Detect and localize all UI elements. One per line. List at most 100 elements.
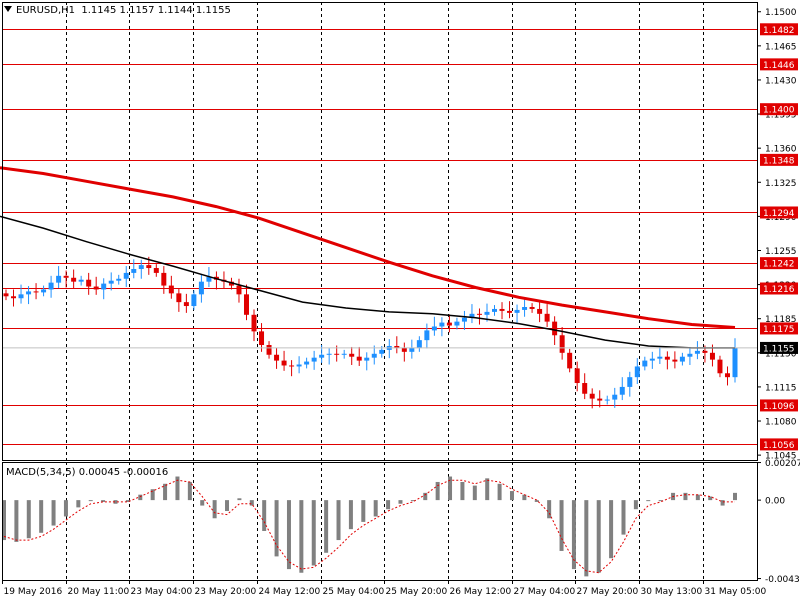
candle-body [717,359,723,374]
price-tick-label: 1.1325 [765,179,797,189]
price-tick-label: 1.1045 [765,452,797,462]
grid-lines [66,2,704,580]
macd-tick-label: 0.00 [765,497,785,507]
price-tick-label: 1.1115 [765,383,797,393]
level-label-box [760,322,798,335]
macd-bar [386,500,391,510]
macd-signal-line [3,479,735,574]
candle-body [401,347,407,352]
price-tick-label: 1.1080 [765,418,797,428]
macd-bar [262,500,267,531]
candle-body [649,358,655,361]
candle-body [492,308,498,312]
macd-bar [633,500,638,510]
candle-body [131,269,137,273]
candle-body [304,361,310,365]
macd-bar [286,500,291,570]
time-tick-label: 27 May 20:00 [577,587,639,597]
time-tick-label: 23 May 20:00 [195,587,257,597]
candle-body [702,350,708,353]
price-tick-label: 1.1500 [765,8,797,18]
candle-body [409,347,415,352]
candle-body [56,275,62,283]
price-tick-label: 1.1150 [765,349,797,359]
level-label: 1.1096 [763,402,795,412]
candle-body [657,356,663,359]
macd-bar [125,500,130,502]
price-tick-label: 1.1185 [765,315,797,325]
level-label: 1.1348 [763,156,795,166]
candle-body [274,354,280,361]
macd-bar [237,498,242,501]
candle-body [228,281,234,286]
ma-fast-line [0,215,735,349]
level-label-box [760,282,798,295]
candle-body [334,353,340,355]
macd-pane-border [2,462,758,581]
candle-body [604,399,610,401]
level-label: 1.1175 [763,325,795,335]
candle-body [33,291,39,293]
macd-bar [225,500,230,512]
candle-body [476,313,482,315]
candle-body [251,314,257,332]
macd-bar [423,492,428,501]
macd-bar [187,481,192,501]
macd-bar [26,500,31,539]
macd-bar [522,494,527,501]
macd-bar [596,500,601,573]
candle-body [116,278,122,281]
symbol-name: EURUSD,H1 [16,5,76,16]
level-label: 1.1482 [763,26,795,36]
macd-bar [621,500,626,535]
candle-body [537,308,543,314]
macd-bar [14,500,19,542]
candle-body [694,350,700,354]
level-label: 1.1294 [763,209,795,219]
macd-bar [733,492,737,501]
time-tick-label: 19 May 2016 [4,587,63,597]
dropdown-arrow-icon[interactable] [4,6,12,12]
candle-body [86,279,92,287]
macd-bar [299,500,304,573]
macd-bar [534,500,539,502]
candle-body [123,272,129,279]
time-tick-label: 30 May 13:00 [641,587,703,597]
candle-body [724,373,730,378]
candle-body [371,353,377,358]
macd-bar [472,485,477,501]
macd-bar [51,500,56,526]
candle-body [63,275,69,278]
candle-body [499,308,505,311]
candle-body [364,357,370,361]
macd-bar [584,500,589,577]
macd-bar [88,500,93,502]
candle-body [176,293,182,303]
candle-body [266,345,272,355]
level-label-box [760,103,798,116]
candle-body [319,354,325,358]
candle-body [672,359,678,362]
macd-bar [274,500,279,557]
macd-bar [336,500,341,541]
price-tick-label: 1.1360 [765,145,797,155]
macd-bar [559,500,564,551]
macd-bar [448,476,453,501]
candle-body [18,294,24,299]
macd-bar [497,483,502,501]
candle-body [183,302,189,307]
candle-body [679,356,685,362]
candle-body [484,311,490,315]
price-tick-label: 1.1465 [765,42,797,52]
macd-bar [435,481,440,501]
macd-bar [76,500,81,508]
macd-bar [398,500,403,504]
macd-bar [101,500,106,502]
macd-tick-label: 0.00207 [765,459,800,469]
time-tick-label: 23 May 04:00 [131,587,193,597]
candle-body [394,345,400,348]
level-label-box [760,257,798,270]
price-tick-label: 1.1255 [765,247,797,257]
